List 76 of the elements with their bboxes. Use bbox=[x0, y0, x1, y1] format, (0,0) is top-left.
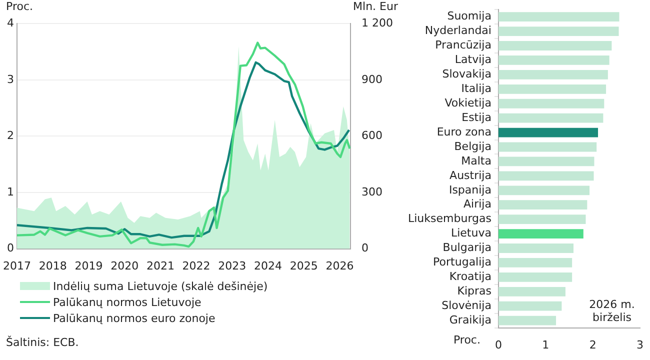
bar bbox=[498, 229, 584, 238]
bar bbox=[498, 258, 572, 268]
bar bbox=[498, 286, 566, 296]
text: Šaltinis: ECB. bbox=[5, 336, 80, 349]
bar bbox=[498, 186, 590, 196]
x-tick-label: 2018 bbox=[38, 259, 67, 272]
x-tick-label: 2026 bbox=[326, 259, 354, 272]
bar bbox=[498, 214, 586, 224]
y-tick-label: 0 bbox=[6, 242, 14, 255]
y-tick-label: Euro zona bbox=[436, 125, 492, 138]
y-tick-label: Liuksemburgas bbox=[408, 212, 492, 226]
y-tick-label: 3 bbox=[6, 72, 14, 86]
legend-label: Indėlių suma Lietuvoje (skalė dešinėje) bbox=[53, 280, 268, 292]
x-tick-label: 2017 bbox=[2, 259, 31, 272]
y2-axis-title: Mln. Eur bbox=[353, 0, 398, 13]
y-tick-label: Graikija bbox=[449, 313, 492, 326]
y-tick-label: Portugalija bbox=[433, 256, 492, 269]
x-tick-label: 2021 bbox=[146, 259, 174, 272]
y-tick-label: Latvija bbox=[454, 53, 492, 66]
bar bbox=[498, 301, 562, 311]
y2-tick-label: 0 bbox=[362, 242, 369, 255]
bar bbox=[498, 244, 574, 253]
y-tick-label: Slovakija bbox=[442, 68, 492, 81]
bar bbox=[498, 156, 594, 166]
y-tick-label: 4 bbox=[6, 16, 14, 30]
x-tick-label: 2 bbox=[589, 338, 596, 352]
y-axis-title: Proc. bbox=[6, 0, 33, 13]
y-tick-label: Slovėnija bbox=[442, 298, 492, 312]
bar bbox=[498, 171, 594, 181]
y2-tick-label: 600 bbox=[362, 129, 383, 142]
bar bbox=[498, 142, 597, 152]
y-tick-label: Kroatija bbox=[449, 270, 492, 284]
y-tick-label: Belgija bbox=[454, 140, 492, 153]
bar bbox=[498, 41, 612, 50]
x-tick-label: 2022 bbox=[182, 259, 210, 272]
bar bbox=[498, 113, 604, 123]
y2-tick-label: 1 200 bbox=[362, 16, 394, 30]
bar bbox=[498, 84, 606, 94]
y-tick-label: Prancūzija bbox=[435, 38, 492, 52]
y2-tick-label: 300 bbox=[362, 185, 383, 198]
y-tick-label: Austrija bbox=[450, 168, 492, 182]
y-tick-label: Estija bbox=[462, 110, 492, 124]
y2-tick-label: 900 bbox=[362, 72, 383, 86]
x-tick-label: 2023 bbox=[218, 259, 246, 272]
bar bbox=[498, 26, 619, 36]
y-tick-label: Bulgarija bbox=[442, 241, 492, 254]
y-tick-label: 2 bbox=[6, 129, 14, 142]
bar bbox=[498, 200, 588, 210]
bar bbox=[498, 56, 610, 65]
x-tick-label: 2020 bbox=[110, 259, 139, 272]
bar bbox=[498, 12, 620, 22]
y-tick-label: Malta bbox=[461, 154, 492, 168]
bar bbox=[498, 128, 598, 138]
x-axis-title: Proc. bbox=[453, 334, 480, 347]
y-tick-label: Airija bbox=[464, 198, 492, 211]
y-tick-label: Kipras bbox=[457, 284, 492, 298]
x-tick-label: 2024 bbox=[254, 259, 282, 272]
x-tick-label: 0 bbox=[494, 338, 502, 352]
y-tick-label: Suomija bbox=[447, 10, 492, 23]
bar bbox=[498, 70, 608, 80]
y-tick-label: Lietuva bbox=[450, 226, 492, 240]
y-tick-label: 1 bbox=[6, 185, 14, 198]
bar bbox=[498, 98, 604, 108]
x-tick-label: 2019 bbox=[74, 259, 103, 272]
x-tick-label: 1 bbox=[542, 338, 550, 352]
bar bbox=[498, 316, 556, 326]
annotation: 2026 m. birželis bbox=[589, 298, 635, 324]
y-tick-label: Ispanija bbox=[448, 183, 492, 196]
legend-label: Palūkanų normos Lietuvoje bbox=[53, 296, 202, 308]
legend-label: Palūkanų normos euro zonoje bbox=[53, 312, 216, 324]
y-tick-label: Vokietija bbox=[444, 96, 492, 110]
y-tick-label: Nyderlandai bbox=[424, 24, 492, 38]
x-tick-label: 3 bbox=[636, 338, 644, 352]
x-tick-label: 2025 bbox=[290, 259, 318, 272]
y-tick-label: Italija bbox=[461, 82, 492, 96]
bar bbox=[498, 272, 572, 282]
